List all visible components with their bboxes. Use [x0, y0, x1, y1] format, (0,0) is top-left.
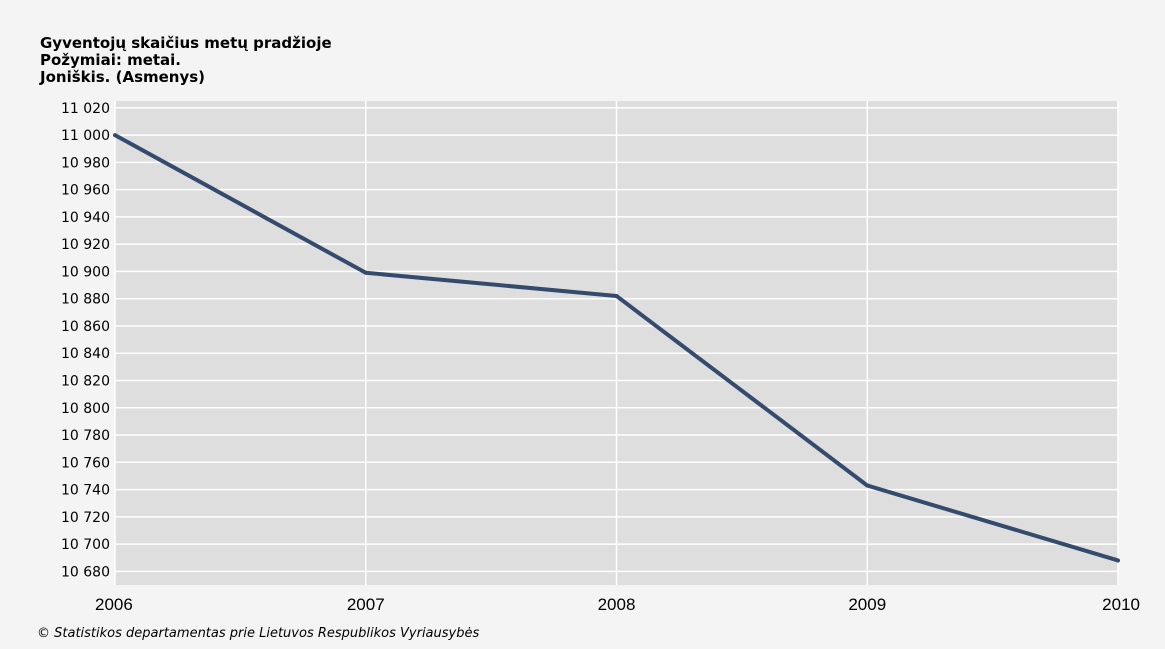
y-tick-label: 10 900	[61, 264, 110, 280]
y-tick-label: 10 740	[61, 483, 110, 499]
y-tick-label: 10 720	[61, 510, 110, 526]
series-layer	[113, 133, 1120, 563]
y-tick-label: 10 960	[61, 183, 110, 199]
x-tick-label: 2006	[95, 595, 133, 614]
x-gridlines	[114, 101, 1119, 585]
y-tick-label: 10 920	[61, 237, 110, 253]
y-tick-label: 10 780	[61, 428, 110, 444]
data-point	[363, 270, 368, 275]
chart-title: Gyventojų skaičius metų pradžioje	[40, 34, 332, 52]
y-tick-label: 11 000	[61, 128, 110, 144]
data-point	[865, 483, 870, 488]
y-tick-label: 10 860	[61, 319, 110, 335]
y-tick-label: 10 940	[61, 210, 110, 226]
data-point	[614, 293, 619, 298]
x-tick-label: 2007	[347, 595, 385, 614]
x-tick-label: 2010	[1102, 595, 1140, 614]
y-tick-label: 10 980	[61, 155, 110, 171]
y-tick-label: 10 680	[61, 564, 110, 580]
y-tick-label: 10 840	[61, 346, 110, 362]
y-axis-ticks: 10 680 10 700 10 720 10 740 10 760 10 780 10 8…	[61, 101, 110, 581]
y-tick-label: 10 800	[61, 401, 110, 417]
y-tick-label: 10 700	[61, 537, 110, 553]
data-point	[113, 133, 117, 138]
x-tick-label: 2009	[848, 595, 886, 614]
y-tick-label: 10 760	[61, 455, 110, 471]
chart-subtitle: Požymiai: metai.	[40, 51, 181, 69]
y-tick-label: 10 880	[61, 292, 110, 308]
y-tick-label: 11 020	[61, 101, 110, 117]
x-axis-ticks: 2006 2007 2008 2009 2010	[95, 595, 1140, 614]
chart-region-unit: Joniškis. (Asmenys)	[40, 68, 206, 86]
data-point	[1116, 558, 1120, 563]
x-tick-label: 2008	[598, 595, 636, 614]
y-tick-label: 10 820	[61, 373, 110, 389]
source-footer: © Statistikos departamentas prie Lietuvo…	[37, 626, 480, 641]
